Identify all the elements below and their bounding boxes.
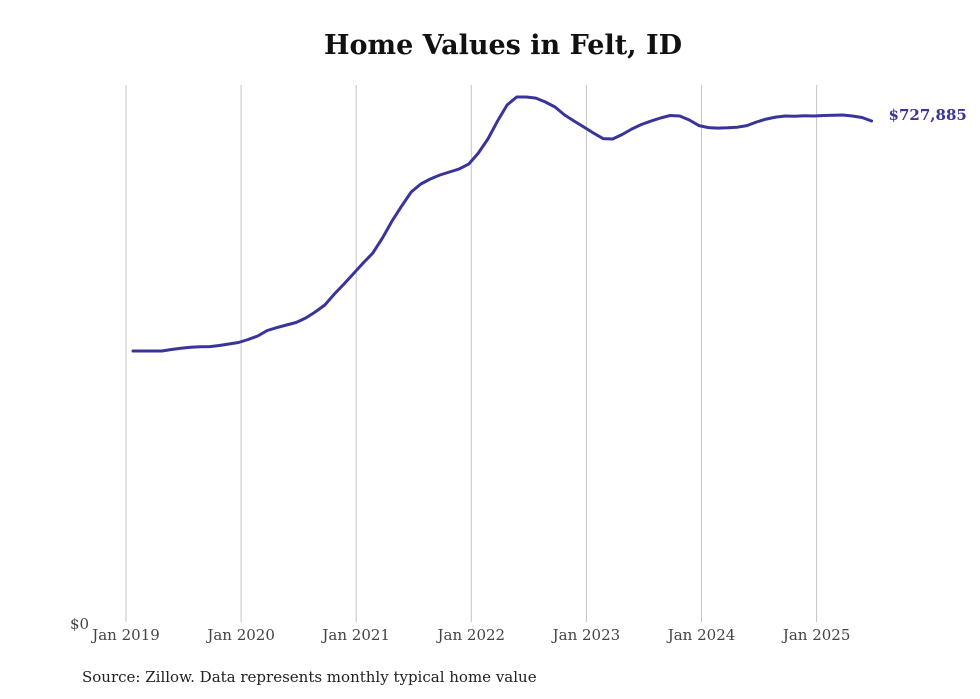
end-value-label: $727,885	[889, 106, 967, 124]
x-tick-label: Jan 2019	[90, 626, 160, 644]
series-line	[131, 95, 874, 353]
x-tick-label: Jan 2025	[781, 626, 851, 644]
x-tick-label: Jan 2022	[436, 626, 506, 644]
x-axis-ticks: Jan 2019 Jan 2020 Jan 2021 Jan 2022 Jan 2023…	[90, 626, 850, 644]
chart-title: Home Values in Felt, ID	[323, 30, 683, 61]
source-note: Source: Zillow. Data represents monthly …	[82, 668, 537, 686]
gridlines	[125, 85, 818, 622]
x-tick-label: Jan 2021	[320, 626, 390, 644]
x-tick-label: Jan 2023	[551, 626, 621, 644]
y-tick-label-0: $0	[70, 615, 89, 633]
x-tick-label: Jan 2024	[666, 626, 736, 644]
x-tick-label: Jan 2020	[205, 626, 275, 644]
